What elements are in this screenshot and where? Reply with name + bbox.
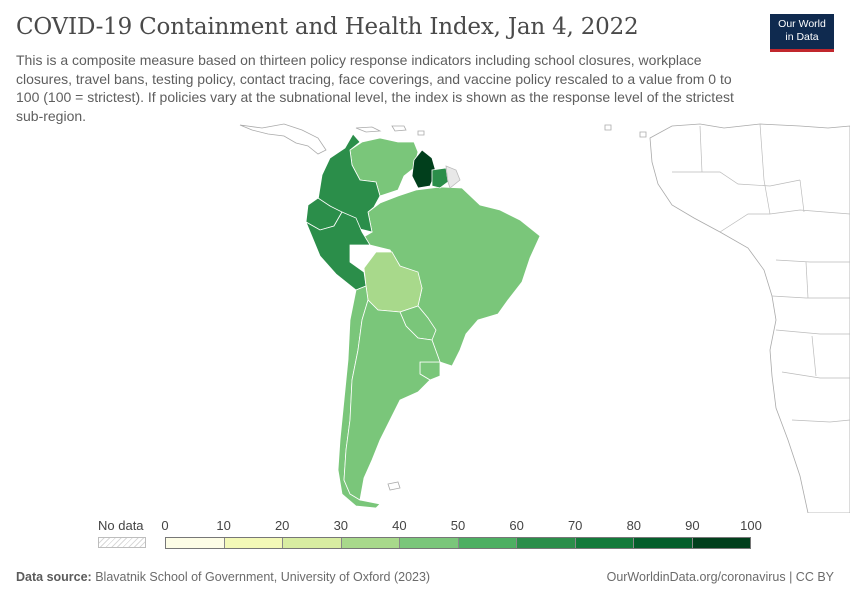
legend-bin[interactable]: [517, 538, 576, 548]
chart-title: COVID-19 Containment and Health Index, J…: [16, 14, 639, 40]
map-region-falklands: [387, 481, 401, 491]
caribbean-island-outline: [604, 124, 612, 131]
map-region-peru[interactable]: [305, 211, 371, 291]
caribbean-island-outline: [639, 131, 647, 138]
legend-tick-label: 70: [567, 518, 583, 533]
logo-line-1: Our World: [778, 18, 826, 30]
map-region-suriname[interactable]: [431, 167, 449, 189]
legend-bin[interactable]: [283, 538, 342, 548]
legend-tick-label: 0: [161, 518, 169, 533]
legend-tick-label: 40: [392, 518, 407, 533]
caribbean-island-outline: [417, 130, 425, 136]
choropleth-map: [239, 123, 850, 513]
map-region-french-guiana[interactable]: [445, 165, 461, 189]
caribbean-island-outline: [391, 125, 407, 132]
legend-tick-label: 20: [274, 518, 290, 533]
legend-color-scale: [165, 537, 751, 549]
legend-bin[interactable]: [634, 538, 693, 548]
legend-no-data-label: No data: [98, 518, 144, 533]
logo-line-2: in Data: [785, 31, 819, 43]
legend-tick-label: 10: [216, 518, 231, 533]
legend-bin[interactable]: [692, 538, 750, 548]
legend-bin[interactable]: [341, 538, 400, 548]
footer-url[interactable]: OurWorldinData.org/coronavirus | CC BY: [606, 570, 834, 584]
africa-outline: [649, 123, 850, 513]
map-region-argentina[interactable]: [343, 299, 441, 501]
legend-bin[interactable]: [224, 538, 283, 548]
legend-bin[interactable]: [575, 538, 634, 548]
legend-tick-label: 50: [450, 518, 466, 533]
legend-tick-label: 30: [333, 518, 349, 533]
footer-source-text: Blavatnik School of Government, Universi…: [95, 570, 431, 584]
caribbean-island-outline: [355, 126, 382, 133]
central-america-outline: [239, 123, 327, 155]
footer-source-label: Data source:: [16, 570, 92, 584]
legend-bin[interactable]: [458, 538, 517, 548]
legend-no-data-swatch: [98, 537, 146, 548]
legend-tick-label: 90: [685, 518, 700, 533]
footer-source: Data source: Blavatnik School of Governm…: [16, 570, 430, 584]
legend-bin[interactable]: [400, 538, 459, 548]
owid-logo[interactable]: Our World in Data: [770, 14, 834, 52]
chart-subtitle: This is a composite measure based on thi…: [16, 52, 734, 124]
legend-tick-label: 80: [626, 518, 642, 533]
legend-tick-label: 60: [509, 518, 524, 533]
legend-tick-label: 100: [740, 518, 762, 533]
legend-bin[interactable]: [166, 538, 225, 548]
